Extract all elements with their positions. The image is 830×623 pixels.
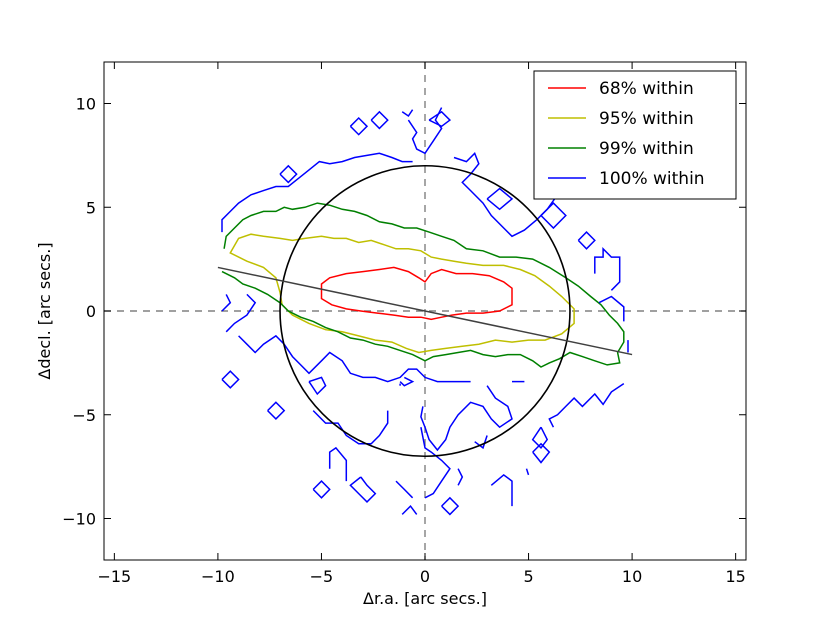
contour-path: [594, 246, 621, 291]
contour-path: [441, 496, 460, 516]
legend-items: 68% within 95% within 99% within 100% withi…: [548, 79, 705, 189]
x-tick-label: −10: [201, 567, 235, 586]
contour-path: [308, 376, 327, 396]
x-tick-label: 10: [622, 567, 642, 586]
contour-path: [225, 293, 257, 333]
contour-path: [399, 376, 415, 387]
series-2: [221, 202, 625, 368]
contour-path: [401, 504, 418, 515]
x-tick-label: −5: [310, 567, 334, 586]
contour-path: [457, 468, 464, 486]
contour-path: [453, 151, 575, 238]
contour-path: [349, 476, 377, 503]
x-axis-label: Δr.a. [arc secs.]: [363, 589, 487, 608]
contour-path: [428, 110, 452, 128]
contour-path: [420, 385, 513, 452]
trend-line: [217, 266, 633, 356]
y-tick-label: −10: [62, 510, 96, 529]
contour-path: [525, 468, 530, 476]
legend-label: 95% within: [599, 109, 694, 129]
legend-label: 100% within: [599, 169, 705, 189]
y-axis-label: Δdecl. [arc secs.]: [35, 242, 54, 379]
contour-path: [349, 116, 369, 136]
contour-path: [279, 164, 298, 184]
plot-area: [104, 62, 746, 560]
contour-path: [370, 110, 389, 130]
x-tick-label: 0: [420, 567, 430, 586]
radius-circle: [279, 164, 571, 458]
contour-path: [401, 109, 414, 118]
legend-label: 99% within: [599, 139, 694, 159]
contour-path: [420, 427, 451, 499]
contour-path: [474, 435, 488, 450]
contour-path: [312, 410, 389, 445]
series-3: [221, 107, 629, 516]
contour-path: [221, 294, 232, 312]
contour-path: [577, 231, 596, 250]
x-tick-label: −15: [97, 567, 131, 586]
y-tick-label: −5: [72, 406, 96, 425]
series-0: [320, 266, 513, 321]
axis-ticks: −15 −10 −5 0 5 10 15 −10 −5 0 5 10: [62, 62, 746, 586]
contour-path: [320, 266, 513, 321]
contour-path: [221, 152, 413, 233]
contour-path: [532, 442, 551, 464]
contour-path: [531, 426, 549, 450]
x-tick-label: 5: [523, 567, 533, 586]
contour-path: [238, 334, 471, 383]
contour-path: [490, 473, 513, 507]
contour-path: [221, 370, 240, 389]
contour-path: [267, 401, 286, 420]
contour-path: [540, 202, 567, 230]
contour-path: [395, 480, 414, 499]
contour-path: [407, 107, 443, 155]
y-tick-label: 0: [86, 302, 96, 321]
contour-path: [312, 480, 331, 499]
contour-path: [328, 446, 348, 482]
x-tick-label: 15: [725, 567, 745, 586]
contour-path: [221, 202, 625, 368]
y-tick-label: 10: [76, 95, 96, 114]
legend: 68% within 95% within 99% within 100% withi…: [533, 70, 737, 200]
y-tick-label: 5: [86, 198, 96, 217]
contour-path: [598, 295, 625, 322]
contour-path: [486, 187, 514, 211]
legend-label: 68% within: [599, 79, 694, 99]
contour-path: [548, 382, 625, 428]
